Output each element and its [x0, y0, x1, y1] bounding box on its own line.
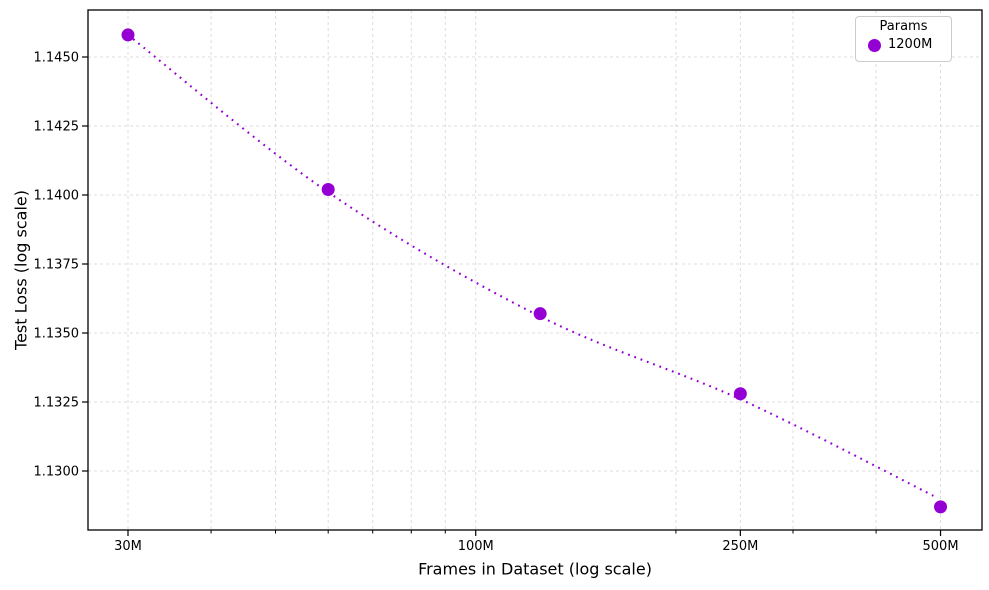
y-tick-label: 1.1450: [34, 51, 80, 66]
legend-marker-circle-icon: [868, 38, 881, 52]
y-tick-label: 1.1300: [34, 465, 80, 480]
y-tick-label: 1.1325: [34, 396, 80, 411]
y-tick-label: 1.1425: [34, 120, 80, 135]
legend-entry: 1200M: [856, 36, 951, 52]
legend: Params 1200M: [855, 16, 952, 62]
legend-title: Params: [879, 19, 928, 34]
plot-border: [87, 9, 983, 531]
legend-entry-label: 1200M: [888, 36, 933, 52]
trend-line: [127, 34, 934, 497]
data-point: [321, 182, 335, 196]
x-tick-label: 250M: [722, 539, 758, 554]
data-point: [733, 387, 747, 401]
y-axis-label: Test Loss (log scale): [11, 190, 31, 350]
y-tick-label: 1.1375: [34, 258, 80, 273]
data-point: [533, 307, 547, 321]
y-tick-label: 1.1350: [34, 327, 80, 342]
data-point: [934, 500, 948, 514]
data-point: [121, 28, 135, 42]
x-tick-label: 100M: [458, 539, 494, 554]
x-tick-label: 30M: [114, 539, 142, 554]
y-tick-label: 1.1400: [34, 189, 80, 204]
x-tick-label: 500M: [923, 539, 959, 554]
x-axis-label: Frames in Dataset (log scale): [418, 559, 652, 579]
